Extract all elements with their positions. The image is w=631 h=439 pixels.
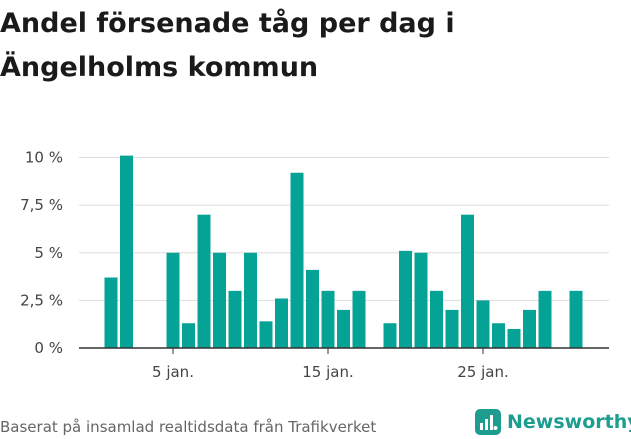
x-tick-label: 25 jan. [457,363,509,381]
y-tick-label: 10 % [25,149,63,167]
y-tick-label: 7,5 % [20,196,63,214]
bar [430,290,443,348]
bar [213,252,226,348]
brand-name: Newsworthy [507,411,631,433]
brand-logo[interactable]: Newsworthy [475,408,631,436]
bar [476,300,490,348]
y-tick-label: 0 % [34,339,63,357]
bar [538,290,552,348]
bar [569,290,583,348]
source-note: Baserat på insamlad realtidsdata från Tr… [0,418,377,436]
chart-title: Andel försenade tåg per dag i Ängelholms… [0,8,455,83]
bar [414,252,428,348]
bar [492,323,505,348]
bar [166,252,180,348]
bar [197,214,211,348]
bar [383,323,397,348]
x-tick-label: 15 jan. [302,363,354,381]
bar [321,290,335,348]
bar [399,250,412,348]
bar [523,309,536,348]
bar [182,323,195,348]
bar [507,328,521,348]
newsworthy-logo-icon [475,409,501,435]
x-tick-label: 5 jan. [152,363,194,381]
bar [259,321,273,348]
bar [290,172,304,348]
bar [461,214,474,348]
bar [445,309,459,348]
bars [104,155,583,348]
gridlines [79,157,609,301]
bar [306,269,319,348]
bar [337,309,350,348]
y-tick-label: 2,5 % [20,291,63,309]
bar [120,155,133,348]
bar [244,252,257,348]
bar [275,298,288,348]
bar [104,277,118,348]
y-tick-label: 5 % [34,244,63,262]
bar [352,290,366,348]
axes: 0 % 2,5 % 5 % 7,5 % 10 % 5 jan. 15 jan. 25 jan. [20,149,609,381]
bar [228,290,242,348]
